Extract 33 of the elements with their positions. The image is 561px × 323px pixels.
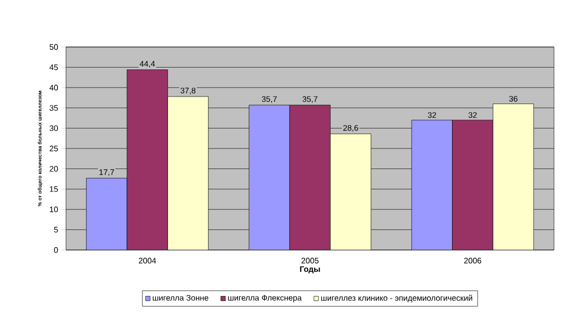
y-tick-label: 50 <box>50 44 58 50</box>
bar <box>86 178 128 250</box>
y-tick-label: 15 <box>50 186 58 192</box>
data-label: 28,6 <box>343 125 358 132</box>
y-tick-label: 30 <box>50 125 58 132</box>
bar <box>167 96 209 250</box>
bar <box>411 120 453 250</box>
x-axis-title: Годы <box>300 266 320 274</box>
x-tick-label: 2004 <box>138 258 156 264</box>
x-tick-label: 2006 <box>464 258 482 264</box>
data-label: 35,7 <box>262 96 277 103</box>
y-tick-label: 45 <box>50 64 58 70</box>
x-tick-label: 2005 <box>302 258 319 264</box>
y-tick-label: 0 <box>54 247 58 253</box>
y-tick-label: 10 <box>50 206 58 212</box>
bar <box>492 104 534 250</box>
data-label: 32 <box>428 112 436 118</box>
data-label: 44,4 <box>140 61 155 68</box>
bar <box>248 104 290 250</box>
y-tick-label: 35 <box>50 105 58 111</box>
data-label: 32 <box>468 112 477 118</box>
y-tick-label: 40 <box>50 84 58 90</box>
bar <box>330 134 372 250</box>
legend-label: шигелла Флекснера <box>228 294 302 302</box>
data-label: 35,7 <box>302 96 318 103</box>
data-label: 17,7 <box>100 169 114 176</box>
y-tick-label: 25 <box>50 146 58 152</box>
data-label: 36 <box>509 96 518 102</box>
y-tick-label: 5 <box>54 226 58 232</box>
data-label: 37,8 <box>180 88 196 94</box>
y-tick-label: 20 <box>50 166 58 172</box>
legend-label: шигелла Зонне <box>152 294 208 301</box>
legend-label: шигеллез клинико - эпидемиологический <box>321 294 472 302</box>
